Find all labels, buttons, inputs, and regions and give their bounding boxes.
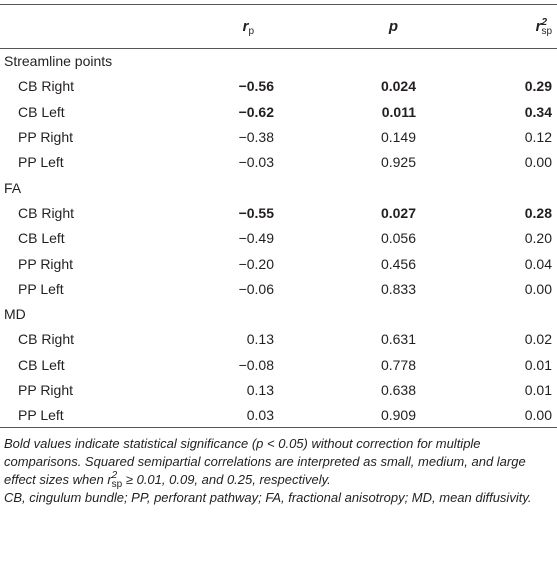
value-cell: 0.01 — [524, 382, 552, 398]
value-cell: 0.027 — [380, 204, 416, 221]
value-cell: 0.456 — [380, 255, 416, 272]
value-cell: 0.011 — [381, 103, 416, 120]
value-cell: −0.38 — [238, 129, 274, 146]
value-cell: 0.29 — [524, 78, 552, 95]
symbol: r — [107, 472, 112, 488]
footnotes: Bold values indicate statistical signifi… — [0, 435, 557, 507]
data-row: CB Left −0.49 0.056 0.20 — [0, 226, 557, 251]
footnote: Bold values indicate statistical signifi… — [0, 435, 557, 491]
data-row: CB Right −0.55 0.027 0.28 — [0, 200, 557, 225]
value-cell: −0.03 — [238, 154, 274, 171]
section-label: Streamline points — [4, 53, 113, 70]
data-row: PP Left −0.06 0.833 0.00 — [0, 276, 557, 301]
symbol: r — [535, 17, 542, 35]
value-cell: 0.909 — [380, 407, 416, 424]
data-row: CB Left −0.62 0.011 0.34 — [0, 99, 557, 124]
data-row: CB Right 0.13 0.631 0.02 — [0, 327, 557, 352]
data-row: PP Left −0.03 0.925 0.00 — [0, 150, 557, 175]
value-cell: −0.56 — [238, 78, 274, 95]
row-label: CB Right — [18, 204, 75, 221]
value-cell: 0.12 — [524, 129, 552, 146]
value-cell: 0.28 — [524, 204, 552, 221]
footnote-text: Bold values indicate statistical signifi… — [4, 436, 526, 488]
value-cell: −0.49 — [238, 230, 274, 247]
footnote-text: CB, cingulum bundle; PP, perforant pathw… — [4, 490, 532, 506]
script-stack: 2 sp — [541, 16, 552, 37]
value-cell: −0.55 — [238, 204, 274, 221]
row-label: PP Right — [18, 255, 73, 272]
value-cell: 0.056 — [380, 230, 416, 247]
section-label: MD — [4, 306, 26, 323]
script-stack: 2 sp — [111, 470, 123, 491]
value-cell: 0.925 — [380, 154, 416, 171]
row-label: PP Left — [18, 280, 64, 297]
row-label: CB Left — [18, 103, 65, 120]
row-label: PP Left — [18, 154, 64, 171]
value-cell: −0.62 — [238, 103, 274, 120]
superscript: 2 — [541, 16, 547, 28]
subscript: p — [248, 25, 254, 37]
row-label: PP Right — [18, 382, 73, 398]
row-label: CB Right — [18, 331, 75, 348]
value-cell: 0.778 — [380, 356, 416, 373]
value-cell: 0.024 — [380, 78, 416, 95]
data-row: PP Right −0.20 0.456 0.04 — [0, 251, 557, 276]
corner-cell — [0, 5, 200, 49]
column-header: r 2 sp — [420, 5, 557, 49]
section-row: MD — [0, 301, 557, 326]
table-header: r p p r 2 sp — [0, 4, 557, 49]
value-cell: 0.02 — [524, 331, 552, 348]
value-cell: 0.20 — [524, 230, 552, 247]
value-cell: 0.00 — [524, 280, 552, 297]
value-cell: 0.04 — [524, 255, 552, 272]
symbol: p — [388, 18, 398, 35]
value-cell: 0.00 — [524, 407, 552, 424]
row-label: CB Left — [18, 356, 65, 373]
results-table: r p p r 2 sp Streamline points CB Right −0.56 0.… — [0, 4, 557, 428]
data-row: PP Left 0.03 0.909 0.00 — [0, 403, 557, 428]
row-label: PP Left — [18, 407, 64, 424]
value-cell: 0.34 — [524, 103, 552, 120]
column-header: p — [280, 5, 420, 49]
script-stack: p — [248, 18, 254, 36]
header-row: r p p r 2 sp — [0, 4, 557, 49]
footnote-text: ≥ 0.01, 0.09, and 0.25, respectively. — [122, 472, 331, 488]
superscript: 2 — [111, 470, 118, 482]
value-cell: 0.13 — [246, 331, 274, 348]
page: r p p r 2 sp Streamline points CB Right −0.56 0.… — [0, 4, 557, 569]
footnote: CB, cingulum bundle; PP, perforant pathw… — [0, 489, 557, 507]
value-cell: 0.833 — [380, 280, 416, 297]
value-cell: −0.08 — [238, 356, 274, 373]
row-label: CB Left — [18, 230, 65, 247]
value-cell: 0.631 — [380, 331, 416, 348]
value-cell: −0.06 — [238, 280, 274, 297]
data-row: PP Right 0.13 0.638 0.01 — [0, 377, 557, 402]
value-cell: 0.13 — [246, 382, 274, 398]
subscript: sp — [541, 25, 552, 37]
symbol: r — [242, 17, 249, 35]
value-cell: 0.638 — [380, 382, 416, 398]
data-row: PP Right −0.38 0.149 0.12 — [0, 124, 557, 149]
value-cell: −0.20 — [238, 255, 274, 272]
data-row: CB Left −0.08 0.778 0.01 — [0, 352, 557, 377]
table-body: Streamline points CB Right −0.56 0.024 0.29 C… — [0, 49, 557, 428]
value-cell: 0.01 — [524, 356, 552, 373]
value-cell: 0.149 — [380, 129, 416, 146]
row-label: PP Right — [18, 129, 73, 146]
subscript: sp — [111, 479, 123, 491]
section-label: FA — [4, 179, 22, 196]
value-cell: 0.00 — [524, 154, 552, 171]
value-cell: 0.03 — [246, 407, 274, 424]
section-row: Streamline points — [0, 49, 557, 74]
row-label: CB Right — [18, 78, 75, 95]
section-row: FA — [0, 175, 557, 200]
data-row: CB Right −0.56 0.024 0.29 — [0, 74, 557, 99]
